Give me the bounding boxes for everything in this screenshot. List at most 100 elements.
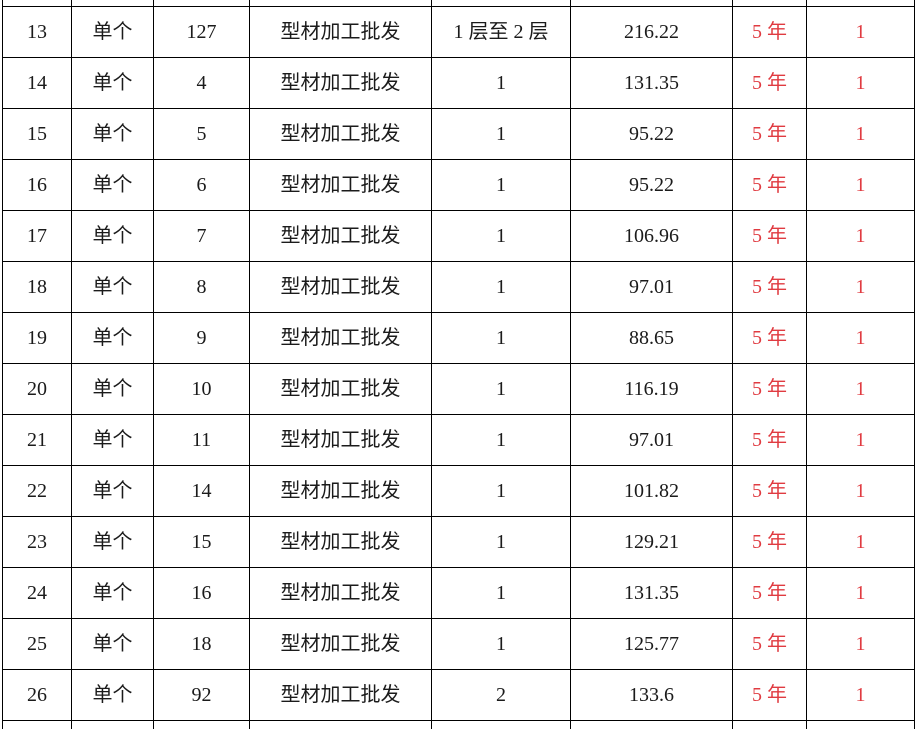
- cell-industry: 型材加工批发: [249, 108, 432, 160]
- table-row: 16 单个 6 型材加工批发 1 95.22 5 年 1: [2, 159, 915, 211]
- cell-unit-type: 单个: [71, 414, 154, 466]
- cell-number: 15: [153, 516, 250, 568]
- cell-area-value: 131.35: [570, 57, 733, 109]
- cell-count: 1: [806, 414, 915, 466]
- table-row: 23 单个 15 型材加工批发 1 129.21 5 年 1: [2, 516, 915, 568]
- cell-area-value: 106.96: [570, 210, 733, 262]
- cell-count: 1: [806, 57, 915, 109]
- cell-floor: 2: [431, 669, 571, 721]
- cell-count: 1: [806, 516, 915, 568]
- cell-unit-type: 单个: [71, 261, 154, 313]
- table-row: 18 单个 8 型材加工批发 1 97.01 5 年 1: [2, 261, 915, 313]
- cell-term: 5 年: [732, 618, 807, 670]
- cell-term: 5 年: [732, 516, 807, 568]
- cell-count: 1: [806, 669, 915, 721]
- cell-number: 8: [153, 261, 250, 313]
- cell-unit-type: 单个: [71, 669, 154, 721]
- cell-count: 1: [806, 159, 915, 211]
- cell-number: 11: [153, 414, 250, 466]
- cell-empty: [153, 720, 250, 729]
- cell-floor: 1: [431, 57, 571, 109]
- cell-industry: 型材加工批发: [249, 57, 432, 109]
- table-row: 25 单个 18 型材加工批发 1 125.77 5 年 1: [2, 618, 915, 670]
- table-row-partial-bottom: [2, 720, 915, 729]
- cell-term: 5 年: [732, 261, 807, 313]
- cell-row-number: 21: [2, 414, 72, 466]
- cell-industry: 型材加工批发: [249, 669, 432, 721]
- cell-empty: [71, 720, 154, 729]
- cell-area-value: 97.01: [570, 414, 733, 466]
- cell-count: 1: [806, 6, 915, 58]
- cell-area-value: 116.19: [570, 363, 733, 415]
- cell-number: 5: [153, 108, 250, 160]
- cell-number: 9: [153, 312, 250, 364]
- table-row: 26 单个 92 型材加工批发 2 133.6 5 年 1: [2, 669, 915, 721]
- table-row: 22 单个 14 型材加工批发 1 101.82 5 年 1: [2, 465, 915, 517]
- cell-floor: 1: [431, 465, 571, 517]
- cell-floor: 1: [431, 516, 571, 568]
- cell-count: 1: [806, 108, 915, 160]
- cell-floor: 1: [431, 567, 571, 619]
- cell-floor: 1: [431, 159, 571, 211]
- cell-area-value: 216.22: [570, 6, 733, 58]
- cell-area-value: 97.01: [570, 261, 733, 313]
- cell-number: 6: [153, 159, 250, 211]
- cell-unit-type: 单个: [71, 567, 154, 619]
- cell-number: 92: [153, 669, 250, 721]
- cell-floor: 1 层至 2 层: [431, 6, 571, 58]
- cell-empty: [2, 720, 72, 729]
- cell-floor: 1: [431, 363, 571, 415]
- cell-industry: 型材加工批发: [249, 261, 432, 313]
- cell-area-value: 129.21: [570, 516, 733, 568]
- cell-unit-type: 单个: [71, 108, 154, 160]
- cell-number: 16: [153, 567, 250, 619]
- cell-row-number: 25: [2, 618, 72, 670]
- cell-number: 14: [153, 465, 250, 517]
- cell-row-number: 18: [2, 261, 72, 313]
- cell-empty: [249, 720, 432, 729]
- cell-industry: 型材加工批发: [249, 567, 432, 619]
- cell-unit-type: 单个: [71, 57, 154, 109]
- cell-industry: 型材加工批发: [249, 6, 432, 58]
- cell-floor: 1: [431, 312, 571, 364]
- cell-count: 1: [806, 465, 915, 517]
- cell-industry: 型材加工批发: [249, 312, 432, 364]
- cell-row-number: 15: [2, 108, 72, 160]
- cell-floor: 1: [431, 414, 571, 466]
- cell-count: 1: [806, 363, 915, 415]
- cell-row-number: 24: [2, 567, 72, 619]
- cell-area-value: 125.77: [570, 618, 733, 670]
- cell-term: 5 年: [732, 312, 807, 364]
- cell-count: 1: [806, 312, 915, 364]
- cell-number: 4: [153, 57, 250, 109]
- cell-area-value: 131.35: [570, 567, 733, 619]
- cell-industry: 型材加工批发: [249, 159, 432, 211]
- cell-term: 5 年: [732, 57, 807, 109]
- cell-floor: 1: [431, 618, 571, 670]
- cell-area-value: 101.82: [570, 465, 733, 517]
- cell-unit-type: 单个: [71, 363, 154, 415]
- table-row: 21 单个 11 型材加工批发 1 97.01 5 年 1: [2, 414, 915, 466]
- cell-term: 5 年: [732, 669, 807, 721]
- cell-count: 1: [806, 210, 915, 262]
- table-row: 17 单个 7 型材加工批发 1 106.96 5 年 1: [2, 210, 915, 262]
- cell-area-value: 95.22: [570, 159, 733, 211]
- cell-row-number: 13: [2, 6, 72, 58]
- cell-row-number: 16: [2, 159, 72, 211]
- cell-row-number: 26: [2, 669, 72, 721]
- cell-row-number: 20: [2, 363, 72, 415]
- table-row: 15 单个 5 型材加工批发 1 95.22 5 年 1: [2, 108, 915, 160]
- cell-industry: 型材加工批发: [249, 516, 432, 568]
- cell-unit-type: 单个: [71, 618, 154, 670]
- cell-number: 10: [153, 363, 250, 415]
- cell-unit-type: 单个: [71, 159, 154, 211]
- table-row: 24 单个 16 型材加工批发 1 131.35 5 年 1: [2, 567, 915, 619]
- cell-term: 5 年: [732, 108, 807, 160]
- cell-empty: [431, 720, 571, 729]
- table-row: 14 单个 4 型材加工批发 1 131.35 5 年 1: [2, 57, 915, 109]
- cell-number: 7: [153, 210, 250, 262]
- cell-industry: 型材加工批发: [249, 618, 432, 670]
